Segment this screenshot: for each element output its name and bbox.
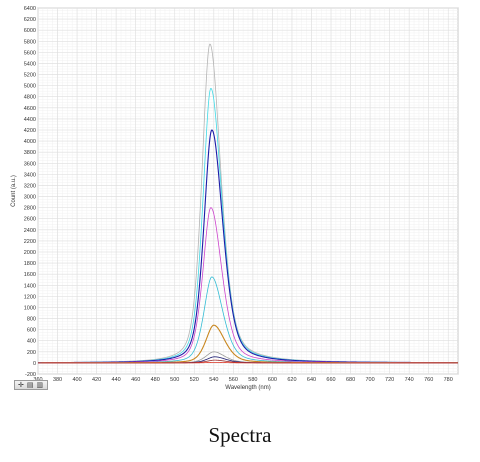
y-tick-label: 400 [27,339,36,345]
x-tick-label: 660 [326,377,335,383]
x-tick-label: 540 [209,377,218,383]
y-tick-label: 3200 [24,183,36,189]
y-tick-label: 5400 [24,61,36,67]
y-tick-label: -200 [25,372,36,378]
x-tick-label: 400 [72,377,81,383]
y-tick-label: 2200 [24,239,36,245]
y-tick-label: 5800 [24,39,36,45]
y-tick-label: 2400 [24,228,36,234]
y-tick-label: 3800 [24,150,36,156]
x-tick-label: 620 [287,377,296,383]
x-tick-label: 380 [53,377,62,383]
y-tick-label: 4000 [24,139,36,145]
y-tick-label: 4200 [24,128,36,134]
y-tick-label: 6400 [24,6,36,12]
y-tick-label: 5600 [24,50,36,56]
chart-toolbar: ✛ ▤ ▥ [14,380,48,390]
y-tick-label: 0 [33,361,36,367]
copy-icon[interactable]: ▥ [36,381,44,389]
x-tick-label: 440 [112,377,121,383]
y-tick-label: 2800 [24,206,36,212]
x-tick-label: 480 [151,377,160,383]
y-tick-label: 1200 [24,294,36,300]
x-tick-label: 760 [424,377,433,383]
y-tick-label: 1600 [24,272,36,278]
y-tick-label: 2600 [24,217,36,223]
y-tick-label: 1000 [24,305,36,311]
x-tick-label: 560 [229,377,238,383]
y-tick-label: 200 [27,350,36,356]
x-tick-label: 640 [307,377,316,383]
y-tick-label: 6200 [24,17,36,23]
x-tick-label: 680 [346,377,355,383]
x-tick-label: 780 [444,377,453,383]
y-tick-label: 4600 [24,106,36,112]
figure-caption: Spectra [208,423,272,447]
y-tick-label: 800 [27,317,36,323]
y-tick-label: 600 [27,328,36,334]
x-tick-label: 740 [405,377,414,383]
y-tick-label: 1400 [24,283,36,289]
x-tick-label: 700 [365,377,374,383]
y-axis-label: Count (a.u.) [11,175,17,207]
y-tick-label: 6000 [24,28,36,34]
y-tick-label: 1800 [24,261,36,267]
x-tick-label: 460 [131,377,140,383]
y-tick-label: 3600 [24,161,36,167]
spectra-chart: 3603804004204404604805005205405605806006… [11,6,459,391]
y-tick-label: 3400 [24,172,36,178]
x-tick-label: 420 [92,377,101,383]
y-tick-label: 3000 [24,195,36,201]
pan-zoom-icon[interactable]: ✛ [18,381,24,389]
x-tick-label: 580 [248,377,257,383]
y-tick-label: 2000 [24,250,36,256]
x-tick-label: 720 [385,377,394,383]
save-image-icon[interactable]: ▤ [26,381,34,389]
x-tick-label: 520 [190,377,199,383]
y-tick-label: 4400 [24,117,36,123]
y-tick-label: 5000 [24,84,36,90]
y-tick-label: 4800 [24,95,36,101]
spectrum-line [38,361,458,364]
y-tick-label: 5200 [24,73,36,79]
x-tick-label: 600 [268,377,277,383]
x-tick-label: 500 [170,377,179,383]
x-axis-label: Wavelength (nm) [225,385,270,391]
